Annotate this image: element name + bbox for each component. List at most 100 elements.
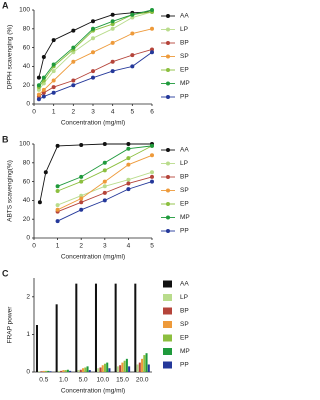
- data-point: [110, 59, 115, 64]
- bar: [82, 368, 85, 372]
- data-point: [150, 26, 154, 31]
- x-tick-label: 6: [150, 109, 154, 116]
- legend-label: SP: [180, 187, 189, 194]
- data-point: [126, 146, 131, 151]
- bar: [88, 370, 91, 372]
- data-point: [126, 162, 131, 167]
- bar: [134, 283, 137, 372]
- bar: [44, 370, 47, 372]
- legend-swatch: [163, 348, 172, 355]
- legend-label: MP: [180, 348, 190, 355]
- bar: [38, 371, 41, 372]
- data-point: [126, 187, 131, 192]
- data-point: [71, 59, 76, 64]
- bar: [123, 360, 126, 372]
- data-point: [102, 179, 107, 184]
- bar: [121, 362, 124, 372]
- legend-marker: [166, 148, 170, 152]
- bar: [47, 370, 50, 372]
- y-axis-label: DPPH scavenging (%): [7, 25, 14, 90]
- data-point: [130, 12, 135, 17]
- bar: [141, 358, 144, 372]
- data-point: [126, 142, 131, 146]
- legend-label: SP: [180, 321, 189, 328]
- bar: [94, 283, 97, 372]
- legend-marker: [166, 175, 170, 179]
- bar: [125, 358, 128, 372]
- data-point: [71, 45, 76, 50]
- panel-label: C: [2, 268, 9, 278]
- data-point: [71, 28, 76, 33]
- x-tick-label: 10.0: [97, 377, 110, 384]
- data-point: [36, 97, 41, 102]
- data-point: [51, 38, 56, 43]
- x-tick-label: 4: [111, 109, 115, 116]
- data-point: [110, 40, 115, 45]
- data-point: [102, 198, 107, 203]
- legend-label: BP: [180, 40, 189, 47]
- data-point: [91, 50, 95, 55]
- x-tick-label: 1: [56, 243, 60, 250]
- legend-marker: [166, 54, 170, 59]
- data-point: [41, 90, 46, 95]
- panel-label: B: [2, 134, 9, 144]
- figure: A DPPH scavenging (%) Concentration (mg/ml…: [2, 0, 190, 394]
- data-point: [79, 179, 84, 184]
- y-tick-label: 2: [26, 294, 30, 301]
- y-tick-label: 60: [23, 178, 31, 185]
- data-point: [37, 200, 42, 205]
- data-point: [126, 156, 131, 161]
- bar: [147, 364, 150, 372]
- legend-marker: [166, 215, 170, 220]
- legend-marker: [166, 161, 170, 166]
- data-point: [130, 53, 135, 58]
- data-point: [36, 87, 41, 92]
- data-point: [91, 36, 95, 41]
- axis: [33, 10, 152, 105]
- data-point: [150, 174, 154, 179]
- y-tick-label: 100: [19, 7, 30, 14]
- data-point: [110, 69, 115, 74]
- data-point: [43, 170, 48, 175]
- data-point: [55, 143, 60, 148]
- x-tick-label: 0: [32, 109, 36, 116]
- bar: [138, 362, 141, 372]
- legend-swatch: [163, 294, 172, 301]
- legend-label: LP: [180, 294, 188, 301]
- legend-marker: [166, 68, 170, 72]
- legend-label: BP: [180, 308, 189, 315]
- bar: [64, 370, 67, 372]
- bar: [143, 355, 146, 372]
- bar: [79, 369, 82, 372]
- data-point: [36, 92, 41, 97]
- legend-marker: [166, 41, 170, 45]
- y-tick-label: 60: [23, 44, 31, 51]
- legend-marker: [166, 81, 170, 86]
- bar: [77, 370, 80, 372]
- data-point: [55, 189, 60, 193]
- y-tick-label: 1: [26, 331, 30, 338]
- legend-label: EP: [180, 67, 189, 74]
- data-point: [55, 184, 60, 189]
- x-tick-label: 5: [131, 109, 135, 116]
- x-tick-label: 5.0: [79, 377, 88, 384]
- legend-label: LP: [180, 160, 188, 167]
- bar: [57, 370, 60, 372]
- bar: [40, 371, 43, 372]
- data-point: [41, 87, 46, 92]
- data-point: [79, 174, 84, 179]
- data-point: [79, 200, 84, 205]
- data-point: [71, 50, 76, 55]
- x-tick-label: 3: [103, 243, 107, 250]
- x-axis-label: Concentration (mg/ml): [61, 120, 125, 127]
- legend-label: AA: [180, 147, 189, 154]
- bar: [108, 368, 111, 372]
- series-line: [38, 11, 153, 88]
- bar: [136, 364, 139, 372]
- data-point: [150, 50, 154, 55]
- legend-label: BP: [180, 174, 189, 181]
- bar: [66, 369, 69, 372]
- x-tick-label: 1.0: [59, 377, 68, 384]
- x-tick-label: 2: [72, 109, 76, 116]
- data-point: [36, 83, 41, 88]
